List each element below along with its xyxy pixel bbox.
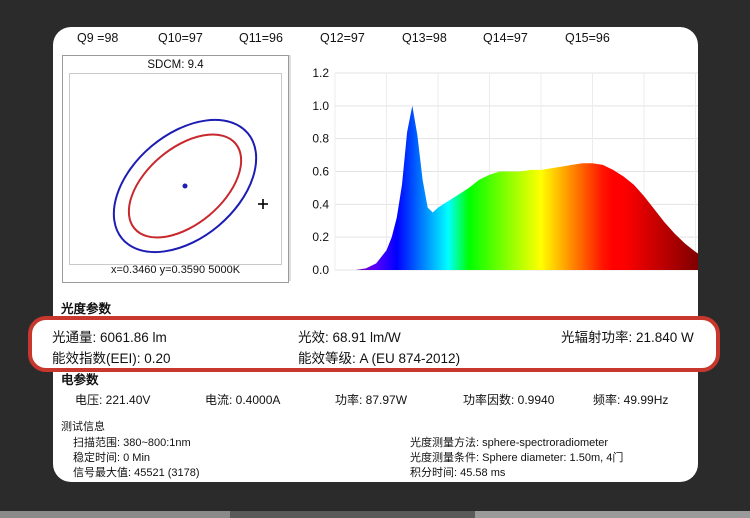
inner-ellipse	[127, 133, 243, 239]
sdcm-value: SDCM: 9.4	[147, 59, 204, 71]
chromaticity-point	[182, 183, 188, 189]
y-tick-label: 0.0	[312, 263, 329, 277]
y-tick-label: 1.2	[312, 66, 329, 80]
target-crosshair	[258, 199, 268, 209]
spectrum-chart: 0.0 0.2 0.4 0.6 0.8 1.0 1.2 380 430 480 530 580 630 6…	[289, 55, 698, 293]
x-tick-label: 530	[479, 279, 499, 281]
scan-range: 扫描范围: 380~800:1nm	[73, 437, 191, 449]
voltage-value: 电压: 221.40V	[75, 393, 151, 407]
radiant-power: 光辐射功率: 21.840 W	[561, 330, 694, 345]
y-tick-label: 1.0	[312, 99, 329, 113]
x-tick-label: 580	[531, 279, 551, 281]
x-tick-label: 480	[428, 279, 448, 281]
frequency-value: 频率: 49.99Hz	[593, 393, 669, 407]
x-tick-label: 730	[685, 279, 698, 281]
q-value-q14: Q14=97	[483, 31, 528, 45]
y-tick-label: 0.4	[312, 197, 329, 211]
electrical-section-title: 电参数	[61, 373, 99, 387]
x-tick-label: 380	[325, 279, 345, 281]
strip-segment-3	[475, 511, 750, 518]
q-value-q9: Q9 =98	[77, 31, 119, 45]
x-tick-label: 430	[376, 279, 396, 281]
y-tick-label: 0.6	[312, 165, 329, 179]
y-tick-label: 0.2	[312, 230, 329, 244]
stable-time: 稳定时间: 0 Min	[73, 452, 151, 464]
q-value-q12: Q12=97	[320, 31, 365, 45]
power-value: 功率: 87.97W	[335, 393, 408, 407]
photometric-section-title: 光度参数	[61, 302, 112, 316]
energy-efficiency-index: 能效指数(EEI): 0.20	[52, 351, 171, 366]
strip-segment-2	[230, 511, 475, 518]
signal-max: 信号最大值: 45521 (3178)	[73, 467, 200, 479]
power-factor-value: 功率因数: 0.9940	[463, 393, 555, 407]
report-card: Q9 =98 Q10=97 Q11=96 Q12=97 Q13=98 Q14=9…	[53, 27, 698, 482]
y-tick-label: 0.8	[312, 132, 329, 146]
cie-sdcm-panel: SDCM: 9.4 x=0.3460 y=0.3590 5000K	[62, 55, 289, 283]
x-tick-label: 680	[634, 279, 654, 281]
spectrum-panel: 0.0 0.2 0.4 0.6 0.8 1.0 1.2 380 430 480 530 580 630 6…	[289, 55, 698, 293]
luminous-efficacy: 光效: 68.91 lm/W	[298, 330, 401, 345]
chromaticity-coordinates: x=0.3460 y=0.3590 5000K	[110, 264, 241, 276]
integration-time: 积分时间: 45.58 ms	[410, 467, 506, 479]
x-tick-label: 630	[582, 279, 602, 281]
q-value-q10: Q10=97	[158, 31, 203, 45]
measurement-method: 光度测量方法: sphere-spectroradiometer	[410, 437, 609, 449]
strip-segment-1	[0, 511, 230, 518]
photometric-params-highlight: 光通量: 6061.86 lm 光效: 68.91 lm/W 光辐射功率: 21…	[28, 316, 720, 372]
current-value: 电流: 0.4000A	[205, 393, 281, 407]
outer-ellipse	[112, 118, 258, 254]
q-values-row: Q9 =98 Q10=97 Q11=96 Q12=97 Q13=98 Q14=9…	[53, 31, 698, 49]
macadam-ellipse-plot	[112, 118, 268, 254]
q-value-q15: Q15=96	[565, 31, 610, 45]
measurement-conditions: 光度测量条件: Sphere diameter: 1.50m, 4门	[410, 452, 624, 464]
spectrum-series-area	[335, 105, 698, 270]
q-value-q11: Q11=96	[239, 31, 283, 45]
cie-plot-area	[69, 73, 282, 265]
energy-class: 能效等级: A (EU 874-2012)	[298, 351, 461, 366]
luminous-flux: 光通量: 6061.86 lm	[52, 330, 167, 345]
q-value-q13: Q13=98	[402, 31, 447, 45]
bottom-strip	[0, 511, 750, 518]
test-info-title: 测试信息	[61, 421, 105, 433]
